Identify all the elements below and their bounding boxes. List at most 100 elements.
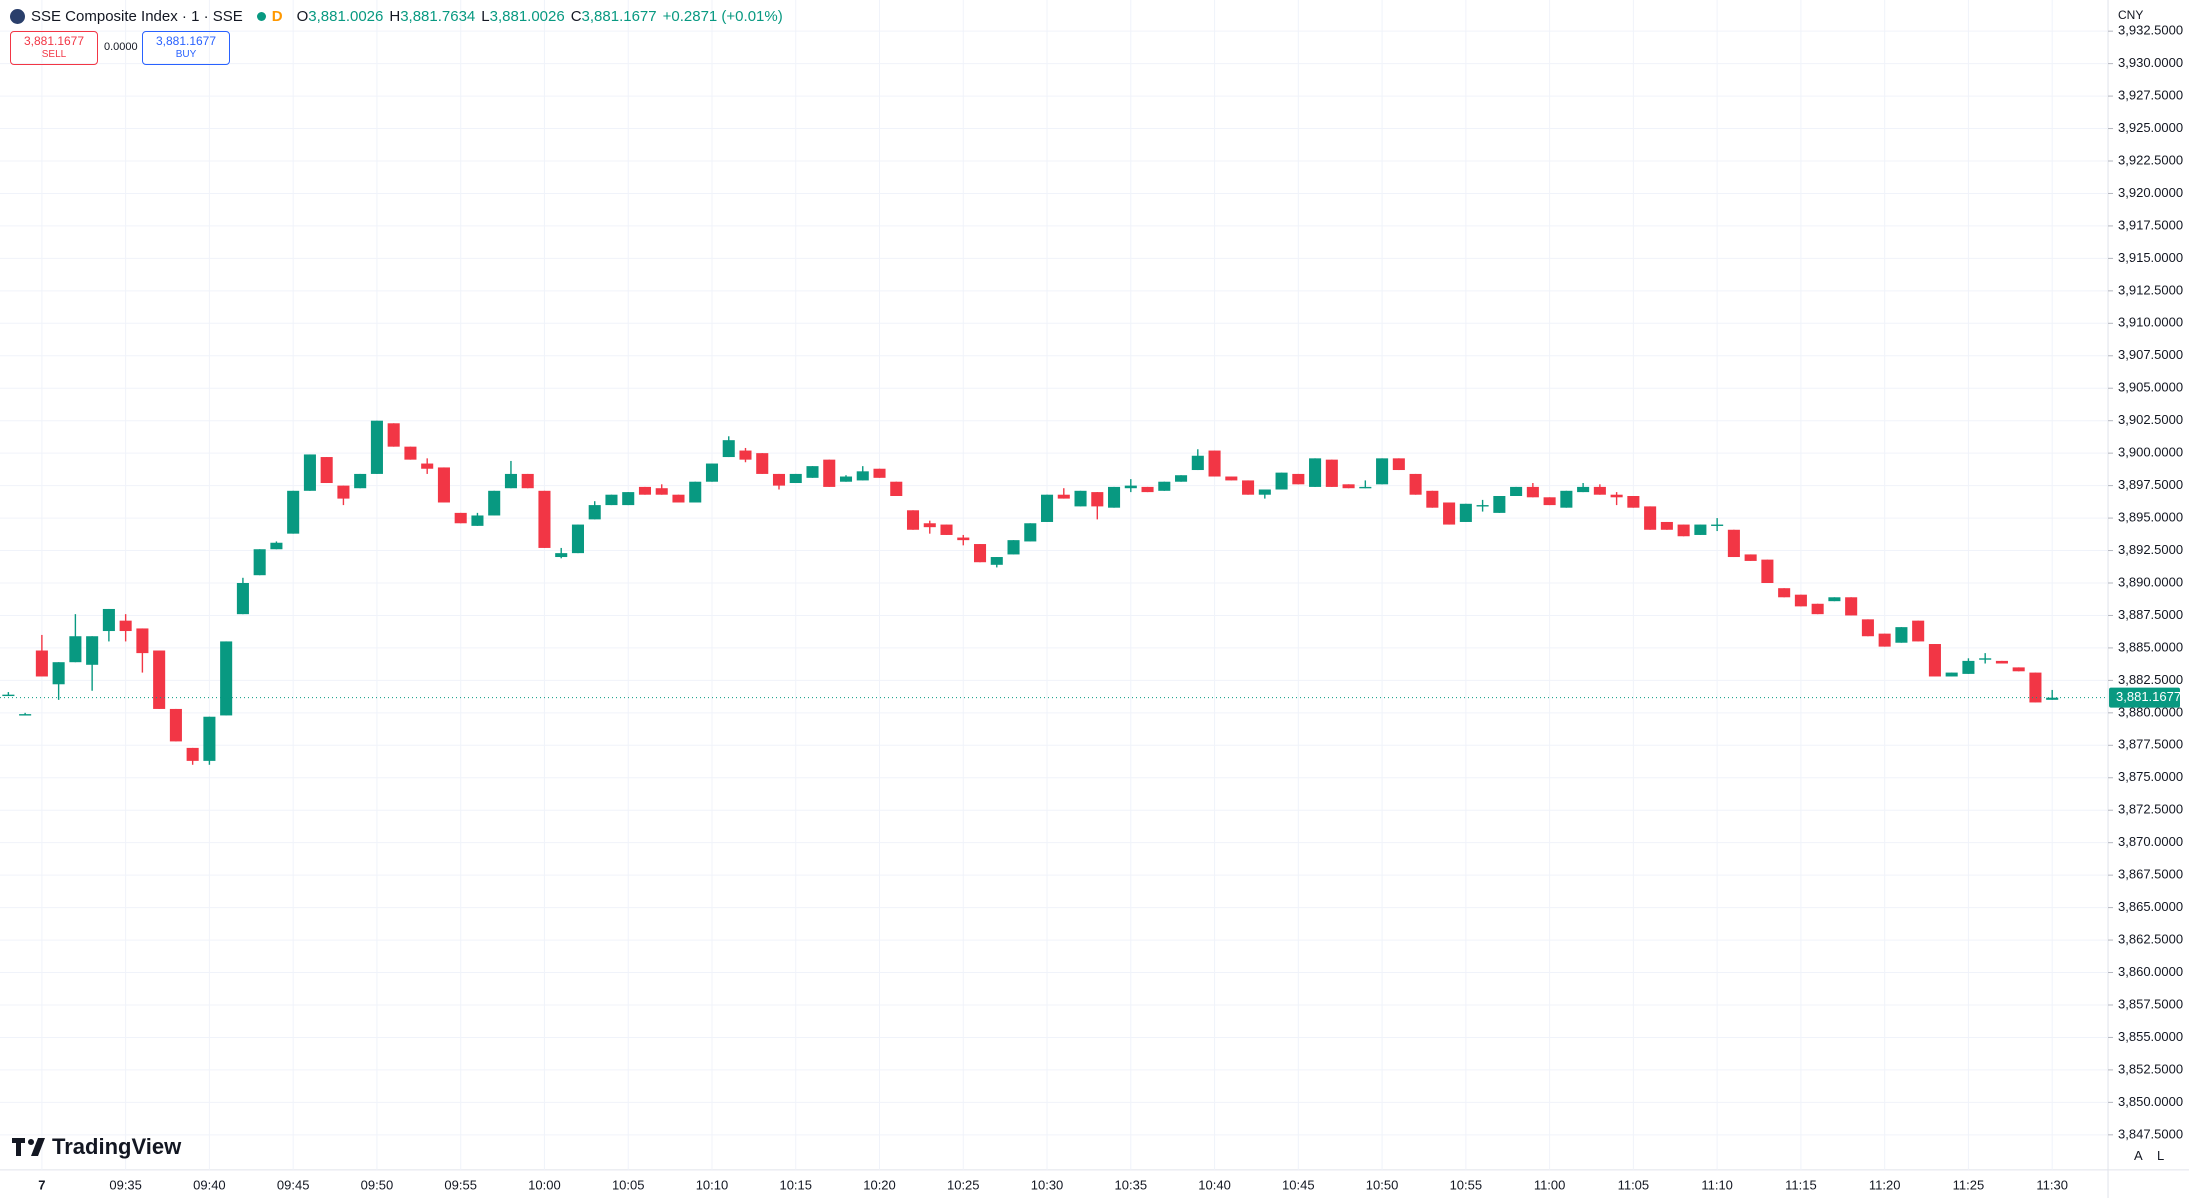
candle-body [756, 453, 769, 474]
candle-body [1392, 458, 1405, 471]
x-tick-label: 11:00 [1534, 1177, 1566, 1192]
y-tick-label: 3,877.5000 [2118, 737, 2183, 752]
candle-body [1962, 660, 1975, 674]
x-tick-label: 09:55 [444, 1177, 477, 1192]
candle-body [504, 473, 517, 489]
ohlc-label: C [570, 7, 582, 25]
candle-body [1175, 475, 1188, 482]
y-tick-label: 3,872.5000 [2118, 802, 2183, 817]
interval-flag: D [271, 7, 283, 25]
x-tick-label: 11:05 [1618, 1177, 1650, 1192]
y-tick-label: 3,867.5000 [2118, 867, 2183, 882]
symbol-title[interactable]: SSE Composite Index · 1 · SSE [31, 7, 243, 25]
candle-body [1376, 458, 1389, 485]
candle-body [1794, 594, 1807, 607]
log-scale-button[interactable]: L [2157, 1148, 2165, 1163]
candle-body [1493, 496, 1506, 513]
candle-body [1694, 524, 1707, 535]
x-tick-label: 10:05 [612, 1177, 645, 1192]
buy-button[interactable]: 3,881.1677 BUY [142, 31, 230, 65]
candle-body [1577, 486, 1590, 493]
y-tick-label: 3,857.5000 [2118, 996, 2183, 1011]
candle-body [638, 486, 652, 495]
candle-body [672, 494, 685, 503]
candle-body [873, 468, 886, 478]
candle-body [1443, 502, 1456, 525]
x-tick-label: 09:50 [361, 1177, 394, 1192]
candle-body [1208, 450, 1221, 477]
y-tick-label: 3,865.0000 [2118, 899, 2183, 914]
candle-body [1928, 644, 1941, 677]
y-tick-label: 3,890.0000 [2118, 574, 2183, 589]
y-tick-label: 3,870.0000 [2118, 834, 2183, 849]
candle-body [1912, 620, 1925, 642]
candle-body [1258, 489, 1271, 495]
x-tick-label: 11:10 [1701, 1177, 1733, 1192]
candle-body [1878, 633, 1891, 647]
candle-body [119, 620, 132, 632]
ohlc-value: 3,881.7634 [400, 7, 476, 25]
candle-body [1024, 523, 1037, 542]
candle-body [1225, 476, 1238, 481]
candle-body [1979, 658, 1992, 660]
candle-body [1711, 524, 1724, 526]
auto-scale-button[interactable]: A [2134, 1148, 2143, 1163]
candle-body [421, 463, 434, 469]
candle-body [705, 463, 719, 482]
candle-body [203, 716, 216, 761]
logo[interactable]: TradingView [12, 1134, 181, 1160]
candle-body [153, 650, 166, 709]
candle-body [1895, 627, 1908, 643]
candle-body [320, 457, 333, 484]
y-tick-label: 3,860.0000 [2118, 964, 2183, 979]
ohlc-label: H [389, 7, 401, 25]
candle-body [1945, 672, 1958, 677]
ohlc-value: 3,881.0026 [308, 7, 384, 25]
candle-body [990, 557, 1003, 565]
x-tick-label: 10:10 [696, 1177, 729, 1192]
candle-body [303, 454, 316, 491]
candle-body [1158, 481, 1171, 491]
y-tick-label: 3,882.5000 [2118, 672, 2183, 687]
candle-body [1359, 486, 1372, 489]
candle-body [521, 473, 534, 489]
candle-body [1041, 494, 1054, 522]
candle-body [437, 467, 450, 503]
x-tick-label: 11:20 [1869, 1177, 1901, 1192]
candle-body [102, 608, 115, 632]
candle-body [1861, 619, 1874, 637]
candle-body [387, 423, 400, 447]
x-tick-label: 10:30 [1031, 1177, 1064, 1192]
y-tick-label: 3,887.5000 [2118, 607, 2183, 622]
candle-body [1644, 506, 1657, 530]
candle-body [1057, 494, 1070, 499]
y-tick-label: 3,930.0000 [2118, 55, 2183, 70]
candle-body [1744, 554, 1757, 561]
currency[interactable]: CNY [2118, 8, 2144, 22]
x-tick-label: 10:00 [528, 1177, 561, 1192]
y-tick-label: 3,847.5000 [2118, 1126, 2183, 1141]
candle-body [1811, 603, 1824, 615]
candle-body [789, 473, 802, 484]
x-tick-label: 09:45 [277, 1177, 310, 1192]
sell-button[interactable]: 3,881.1677 SELL [10, 31, 98, 65]
candle-body [1141, 486, 1154, 493]
spread: 0.0000 [104, 41, 138, 53]
buy-price: 3,881.1677 [155, 34, 217, 48]
candle-body [1275, 472, 1288, 490]
candle-body [856, 471, 869, 481]
x-tick-label: 09:40 [193, 1177, 226, 1192]
candle-body [1007, 540, 1020, 555]
candle-body [655, 488, 668, 495]
candle-body [571, 524, 584, 554]
candle-body [253, 549, 266, 576]
x-tick-label: 11:15 [1785, 1177, 1817, 1192]
candle-body [689, 481, 702, 503]
candle-body [370, 420, 383, 474]
candle-body [186, 747, 199, 761]
candle-body [86, 636, 99, 665]
candle-body [454, 512, 467, 524]
candle-body [1526, 486, 1539, 498]
y-tick-label: 3,862.5000 [2118, 932, 2183, 947]
